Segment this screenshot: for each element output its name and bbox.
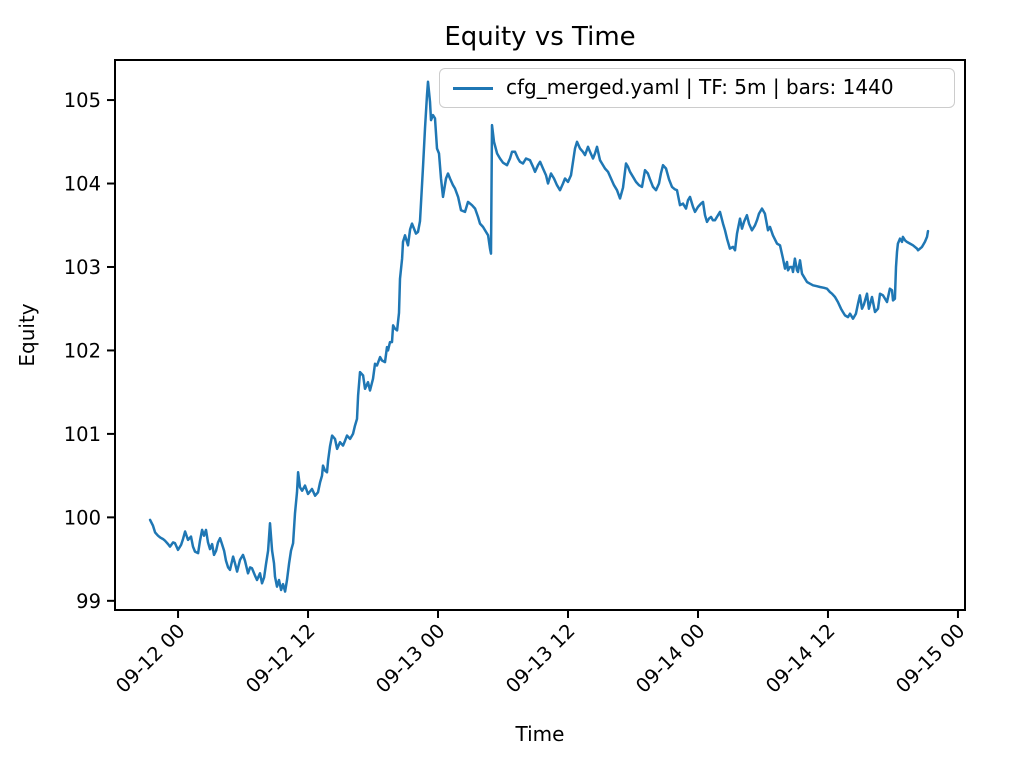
x-axis-ticks: 09-12 00 09-12 12 09-13 00 09-13 12 09-14 00… [111,610,969,698]
x-tick-label: 09-14 12 [761,619,839,697]
y-tick-label: 105 [64,89,101,112]
y-tick-label: 102 [64,339,101,362]
x-tick-label: 09-13 00 [371,619,449,697]
y-tick-label: 101 [64,423,101,446]
y-axis-label: Equity [15,303,39,366]
x-tick-label: 09-13 12 [501,619,579,697]
x-axis-label: Time [515,722,565,746]
plot-area-border [114,59,966,611]
legend-label: cfg_merged.yaml | TF: 5m | bars: 1440 [506,75,894,99]
x-tick-label: 09-14 00 [631,619,709,697]
y-tick-label: 99 [76,590,101,613]
legend-box: cfg_merged.yaml | TF: 5m | bars: 1440 [439,68,955,108]
y-tick-label: 104 [64,173,101,196]
x-tick-label: 09-12 00 [111,619,189,697]
chart-title: Equity vs Time [444,22,635,52]
y-tick-label: 100 [64,506,101,529]
legend-line-swatch [453,86,493,90]
y-tick-label: 103 [64,256,101,279]
x-tick-label: 09-15 00 [891,619,969,697]
y-axis-ticks: 99 100 101 102 103 104 105 [64,89,115,613]
x-tick-label: 09-12 12 [241,619,319,697]
equity-line-series [148,80,930,593]
